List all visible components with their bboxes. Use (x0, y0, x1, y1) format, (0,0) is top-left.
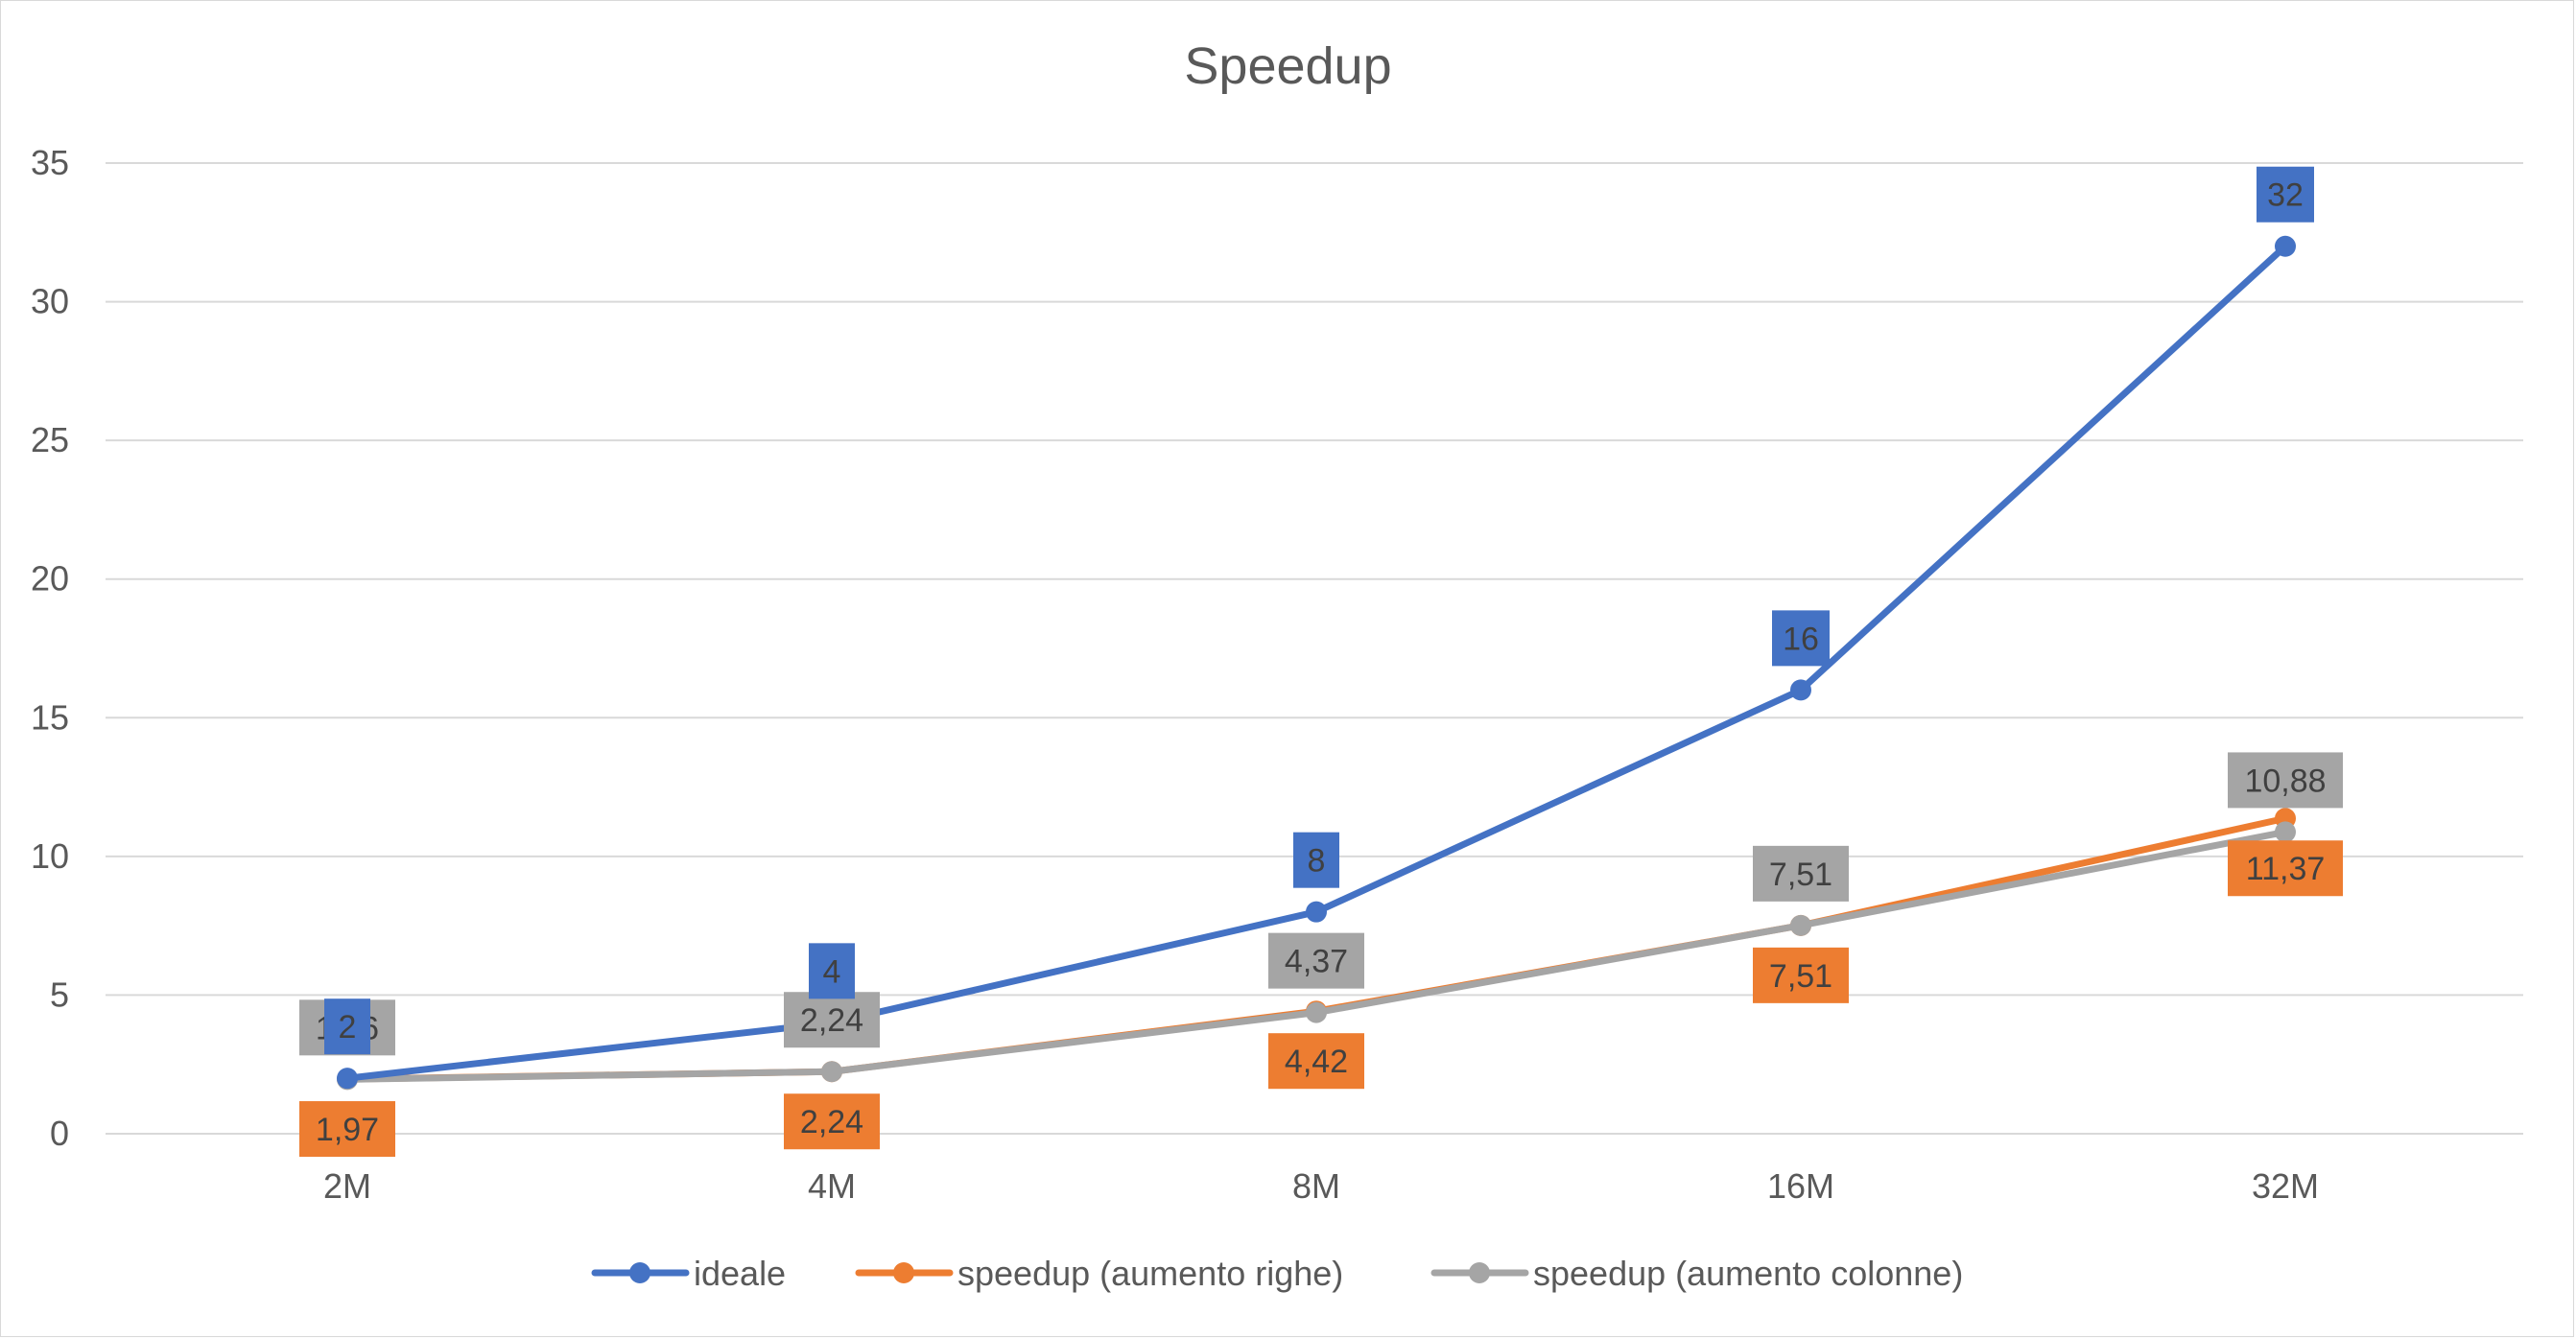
data-label: 8 (1308, 843, 1326, 880)
series-lines (337, 235, 2296, 1091)
x-tick-label: 8M (1292, 1166, 1340, 1206)
data-label-box (784, 992, 880, 1048)
data-label-box (1293, 832, 1339, 888)
data-point (2275, 821, 2296, 843)
data-label-box (324, 998, 370, 1055)
legend-swatch-marker (629, 1262, 650, 1283)
data-label: 4 (823, 953, 841, 990)
legend-label: speedup (aumento righe) (957, 1254, 1343, 1293)
data-label-box (809, 943, 855, 999)
data-label: 4,37 (1285, 944, 1348, 980)
y-tick-label: 15 (31, 697, 69, 737)
y-tick-label: 25 (31, 420, 69, 459)
data-label: 4,42 (1285, 1044, 1348, 1080)
data-label-box (784, 1093, 880, 1150)
data-label: 10,88 (2244, 763, 2326, 799)
x-tick-label: 2M (323, 1166, 371, 1206)
data-label-box (1268, 1033, 1364, 1090)
y-tick-label: 30 (31, 282, 69, 321)
data-label: 7,51 (1769, 857, 1832, 893)
data-label-box (1753, 947, 1849, 1003)
legend-label: ideale (694, 1254, 786, 1293)
data-label-box (2228, 840, 2343, 897)
data-point (1790, 914, 1811, 936)
data-point (337, 1068, 358, 1090)
legend-label: speedup (aumento colonne) (1533, 1254, 1963, 1293)
data-label: 32 (2267, 177, 2304, 214)
x-tick-label: 16M (1767, 1166, 1834, 1206)
data-label: 16 (1783, 621, 1819, 657)
y-tick-label: 10 (31, 836, 69, 876)
data-point (821, 1061, 842, 1083)
x-axis-ticks: 2M 4M 8M 16M 32M (323, 1166, 2319, 1206)
y-tick-label: 35 (31, 143, 69, 182)
data-label-box (1753, 845, 1849, 902)
data-label: 2 (339, 1009, 357, 1045)
data-point (1306, 901, 1327, 923)
legend: ideale speedup (aumento righe) speedup (au… (591, 1254, 1963, 1293)
data-label: 2,24 (800, 1104, 863, 1140)
data-label: 2,24 (800, 1002, 863, 1039)
data-label-box (2228, 752, 2343, 809)
data-labels: 1,972,244,427,5111,371,962,244,377,5110,… (299, 166, 2343, 1158)
y-axis-ticks: 0 5 10 15 20 25 30 35 (31, 143, 69, 1153)
y-tick-label: 5 (50, 975, 69, 1014)
x-tick-label: 32M (2252, 1166, 2319, 1206)
data-label: 11,37 (2246, 851, 2326, 887)
data-point (1790, 679, 1811, 701)
legend-swatch-marker (1469, 1262, 1490, 1283)
data-label: 7,51 (1769, 958, 1832, 995)
y-tick-label: 0 (50, 1114, 69, 1153)
chart-title: Speedup (1184, 37, 1392, 95)
legend-swatch-marker (893, 1262, 914, 1283)
y-tick-label: 20 (31, 559, 69, 599)
data-point (2275, 235, 2296, 257)
data-label: 1,97 (316, 1112, 379, 1148)
data-label-box (1268, 932, 1364, 989)
data-label-box (1772, 610, 1830, 667)
data-point (1306, 1001, 1327, 1023)
data-label-box (2257, 166, 2314, 223)
x-tick-label: 4M (808, 1166, 856, 1206)
data-label-box (299, 1101, 395, 1158)
